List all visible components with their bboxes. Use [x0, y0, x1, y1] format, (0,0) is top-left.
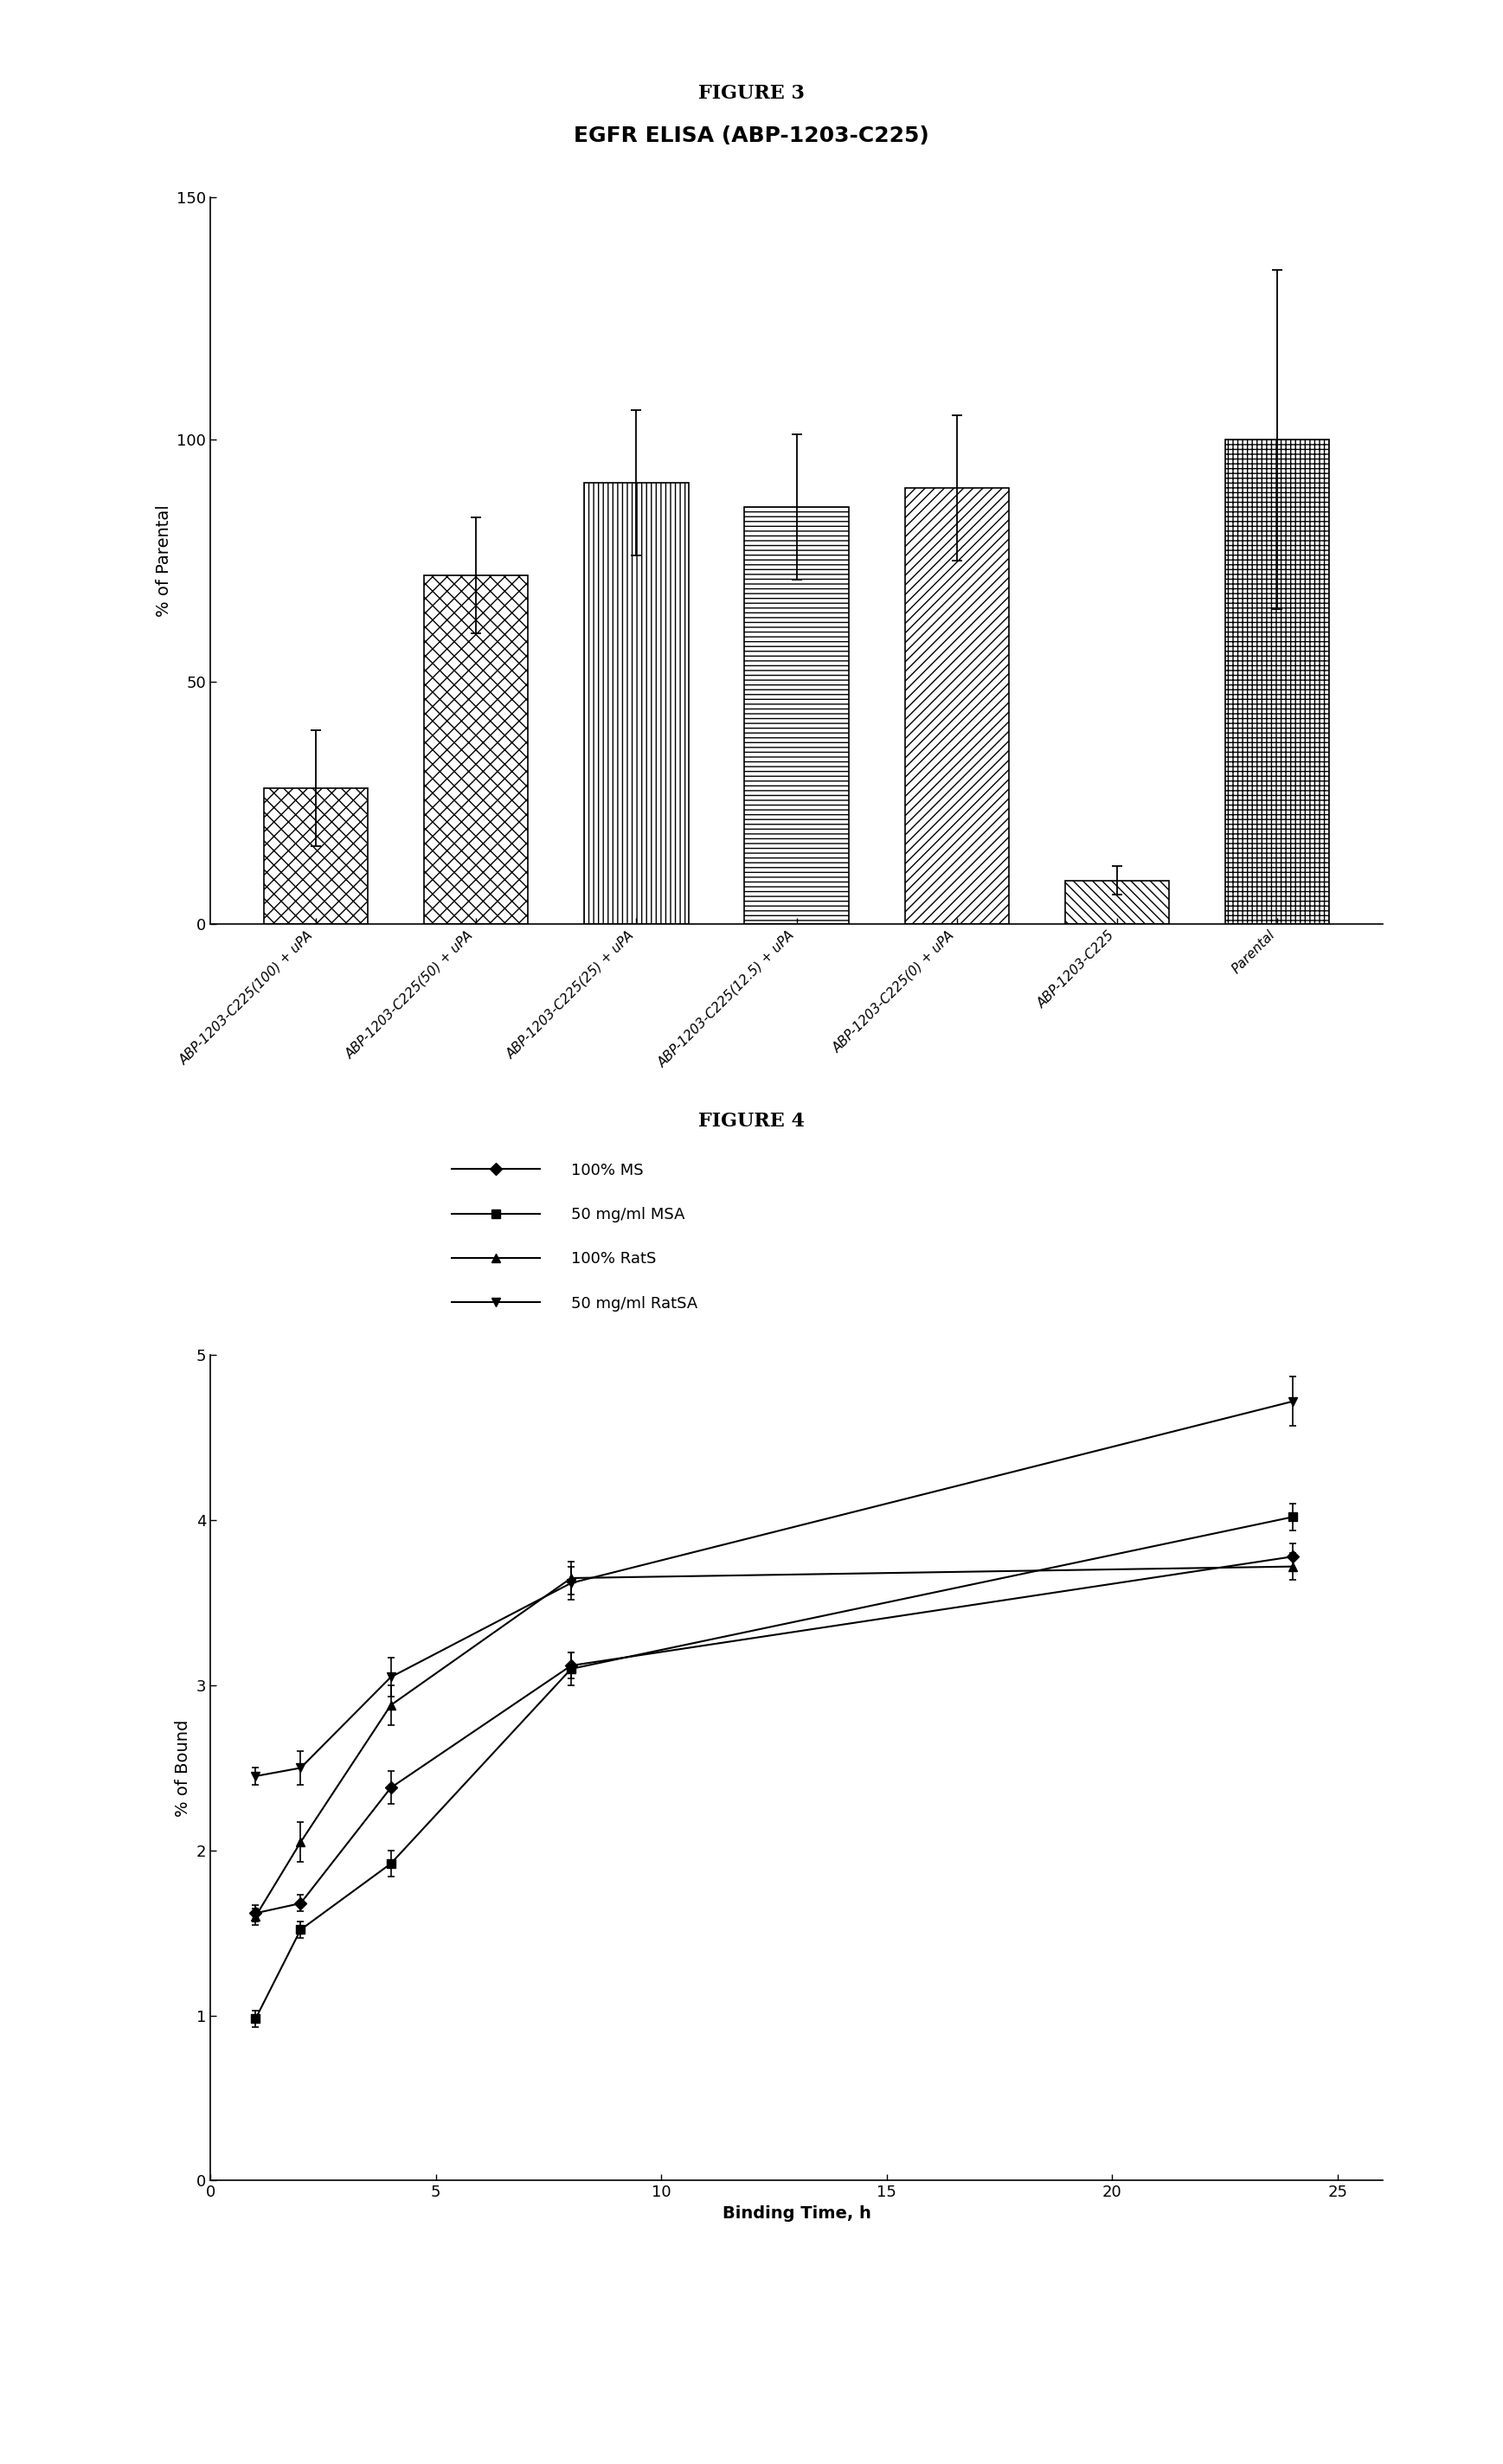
Bar: [905, 488, 1009, 924]
Text: 100% MS: 100% MS: [571, 1163, 643, 1178]
Bar: [263, 788, 368, 924]
Text: EGFR ELISA (ABP-1203-C225): EGFR ELISA (ABP-1203-C225): [574, 126, 929, 145]
Y-axis label: % of Bound: % of Bound: [174, 1720, 191, 1816]
Text: FIGURE 4: FIGURE 4: [699, 1111, 804, 1131]
Bar: [1225, 439, 1330, 924]
Bar: [744, 508, 849, 924]
Y-axis label: % of Parental: % of Parental: [155, 505, 171, 616]
Text: 50 mg/ml RatSA: 50 mg/ml RatSA: [571, 1296, 697, 1311]
Text: FIGURE 3: FIGURE 3: [699, 84, 804, 103]
Text: 50 mg/ml MSA: 50 mg/ml MSA: [571, 1207, 685, 1222]
X-axis label: Binding Time, h: Binding Time, h: [723, 2205, 870, 2223]
Bar: [585, 483, 688, 924]
Bar: [424, 574, 528, 924]
Text: 100% RatS: 100% RatS: [571, 1252, 657, 1266]
Bar: [1066, 880, 1169, 924]
